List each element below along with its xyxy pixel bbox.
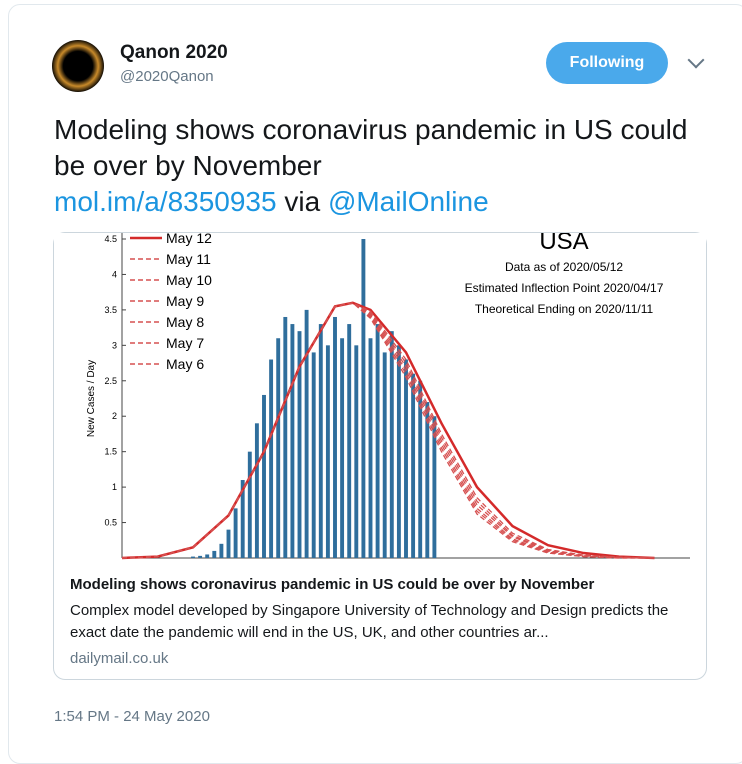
bar xyxy=(248,452,252,558)
bar xyxy=(227,530,231,558)
bar xyxy=(411,374,415,558)
chart: 0.5 1 1.5 2 2.5 3 3.5 4 4.5 New Cases / Day May 12… xyxy=(54,233,706,561)
legend-label: May 9 xyxy=(166,293,204,309)
bar xyxy=(262,395,266,558)
legend-label: May 12 xyxy=(166,233,212,246)
bar xyxy=(276,338,280,558)
chart-title: USA xyxy=(539,233,588,255)
y-tick-label: 3 xyxy=(112,340,117,350)
legend-label: May 10 xyxy=(166,272,212,288)
bar xyxy=(333,317,337,558)
bar xyxy=(319,324,323,558)
y-tick-label: 0.5 xyxy=(104,518,117,528)
text: Modeling shows coronavirus pandemic in U… xyxy=(54,114,687,181)
bar xyxy=(340,338,344,558)
bar xyxy=(255,423,259,558)
annotation: Theoretical Ending on 2020/11/11 xyxy=(475,302,654,316)
y-tick-label: 2 xyxy=(112,411,117,421)
bar xyxy=(390,331,394,558)
display-name[interactable]: Qanon 2020 xyxy=(120,42,228,64)
bar xyxy=(404,360,408,558)
bar xyxy=(369,338,373,558)
avatar[interactable] xyxy=(52,40,104,92)
legend-label: May 11 xyxy=(166,251,211,267)
bar xyxy=(397,345,401,558)
tweet-text: Modeling shows coronavirus pandemic in U… xyxy=(54,112,714,220)
bar xyxy=(191,557,195,558)
bar xyxy=(283,317,287,558)
bar xyxy=(212,551,216,558)
annotation: Estimated Inflection Point 2020/04/17 xyxy=(465,281,664,295)
bar xyxy=(347,324,351,558)
bar xyxy=(425,402,429,558)
bar xyxy=(205,554,209,558)
bar xyxy=(305,310,309,558)
bar xyxy=(383,352,387,558)
legend-label: May 6 xyxy=(166,356,204,372)
legend-label: May 7 xyxy=(166,335,204,351)
bar xyxy=(219,544,223,558)
timestamp[interactable]: 1:54 PM - 24 May 2020 xyxy=(54,708,210,725)
y-tick-label: 3.5 xyxy=(104,305,117,315)
bar xyxy=(326,345,330,558)
y-axis-label: New Cases / Day xyxy=(86,360,97,437)
bar xyxy=(361,239,365,558)
y-tick-label: 2.5 xyxy=(104,376,117,386)
mention[interactable]: @MailOnline xyxy=(328,186,489,217)
bar xyxy=(312,352,316,558)
annotation: Data as of 2020/05/12 xyxy=(505,260,623,274)
card-title[interactable]: Modeling shows coronavirus pandemic in U… xyxy=(70,576,594,593)
follow-button[interactable]: Following xyxy=(546,42,668,84)
y-tick-label: 4.5 xyxy=(104,234,117,244)
handle[interactable]: @2020Qanon xyxy=(120,68,214,85)
via: via xyxy=(284,186,320,217)
y-tick-label: 4 xyxy=(112,269,117,279)
card-domain: dailymail.co.uk xyxy=(70,650,168,667)
bar xyxy=(290,324,294,558)
y-tick-label: 1.5 xyxy=(104,447,117,457)
bar xyxy=(234,508,238,558)
link[interactable]: mol.im/a/8350935 xyxy=(54,186,277,217)
bar xyxy=(354,345,358,558)
bar xyxy=(376,324,380,558)
page: Qanon 2020 @2020Qanon Following Modeling… xyxy=(0,0,742,741)
bar xyxy=(198,556,202,558)
bar xyxy=(269,360,273,558)
legend-label: May 8 xyxy=(166,314,204,330)
y-tick-label: 1 xyxy=(112,482,117,492)
card-description: Complex model developed by Singapore Uni… xyxy=(70,600,700,644)
